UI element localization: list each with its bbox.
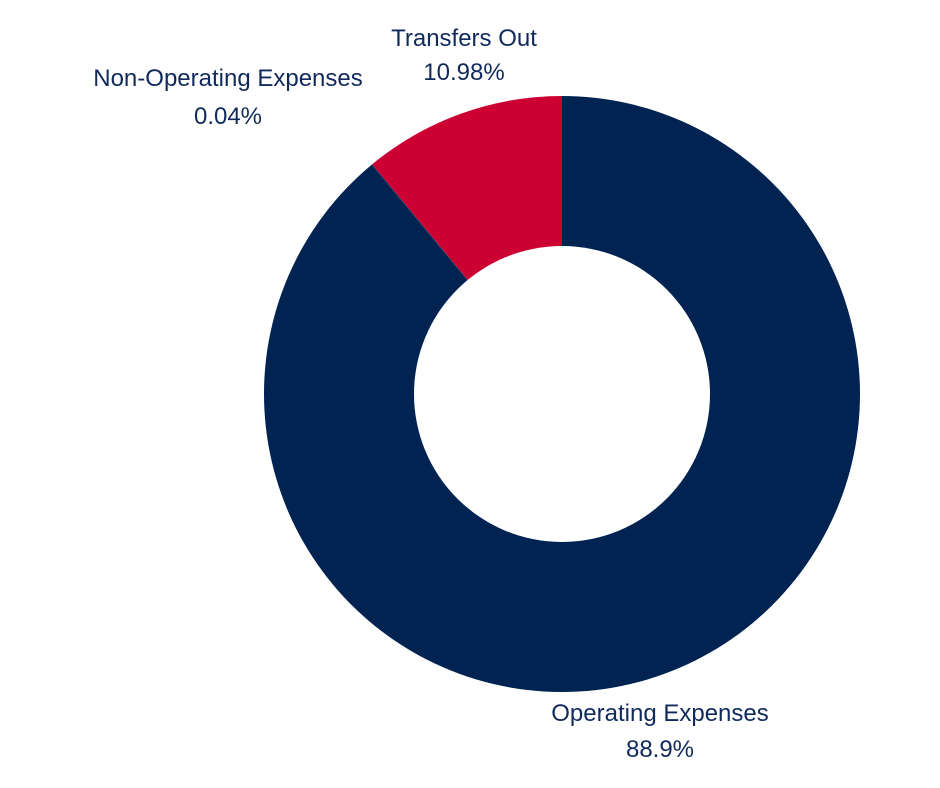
- slice-label-transfers-out-name: Transfers Out: [391, 25, 537, 52]
- slice-label-operating-value: 88.9%: [626, 736, 694, 763]
- slice-label-operating-name: Operating Expenses: [551, 700, 768, 727]
- slice-label-non-operating-name: Non-Operating Expenses: [93, 65, 362, 92]
- donut-hole: [414, 246, 710, 542]
- slice-label-transfers-out-value: 10.98%: [423, 59, 504, 86]
- slice-labels: Transfers Out 10.98% Non-Operating Expen…: [93, 25, 768, 763]
- slice-label-non-operating-value: 0.04%: [194, 103, 262, 130]
